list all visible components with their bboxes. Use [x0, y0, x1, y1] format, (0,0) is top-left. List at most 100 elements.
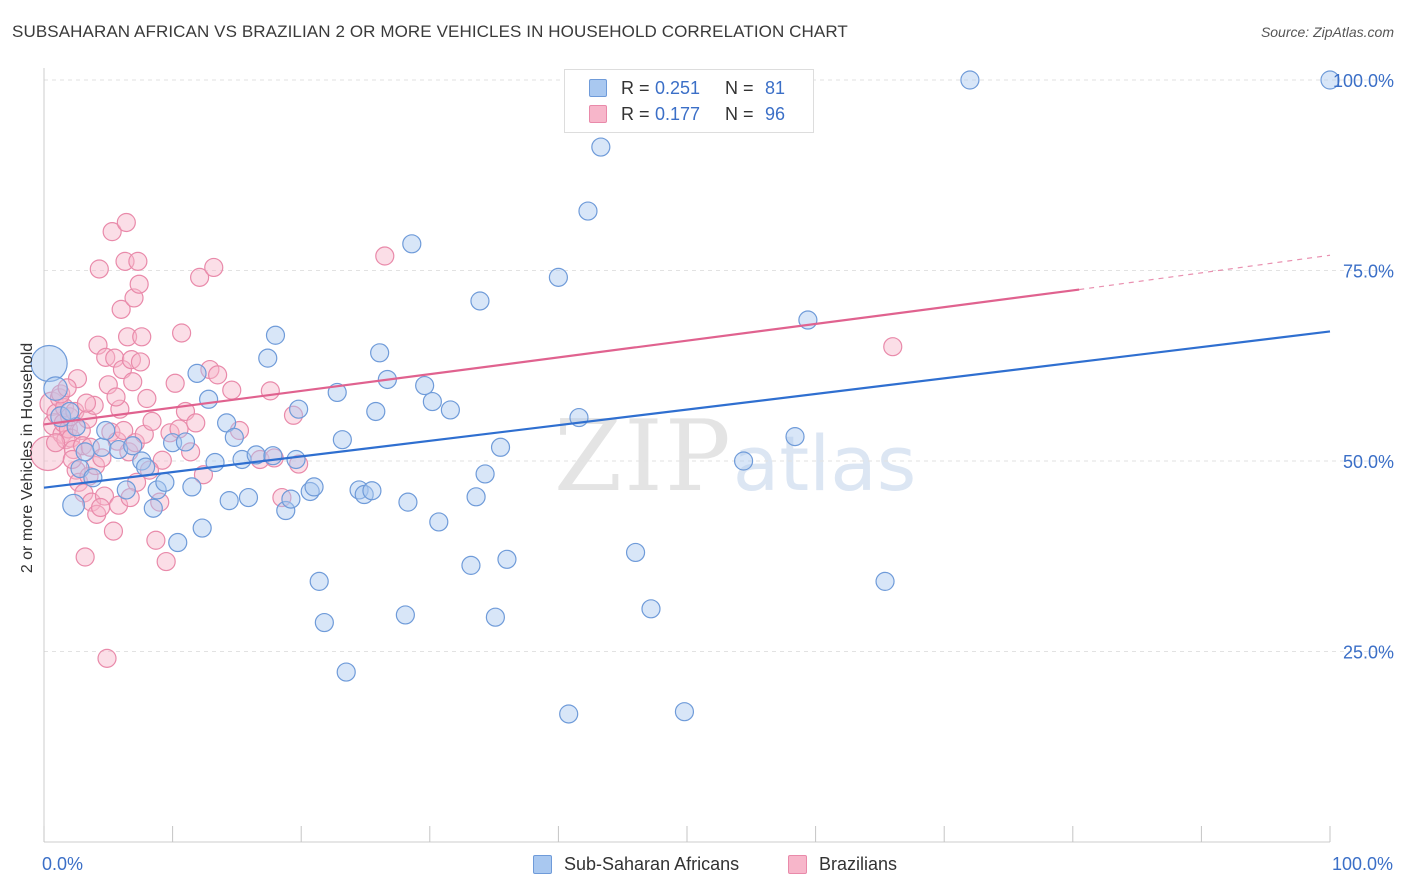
subsaharan-point — [309, 571, 329, 591]
brazilian-point — [61, 428, 81, 448]
brazilian-point — [137, 388, 157, 409]
subsaharan-point — [578, 201, 598, 221]
brazilian-point — [98, 375, 118, 395]
brazilian-point — [103, 521, 124, 541]
subsaharan-point — [143, 498, 163, 518]
brazilian-point — [84, 395, 104, 415]
subsaharan-point — [289, 399, 309, 419]
y-tick-label: 50.0% — [1343, 452, 1394, 472]
y-tick-label: 100.0% — [1333, 71, 1394, 91]
subsaharan-point — [258, 348, 278, 368]
subsaharan-point — [62, 493, 85, 517]
legend-n-value: 81 — [765, 77, 786, 98]
brazilian-point — [85, 455, 106, 476]
brazilian-point — [190, 267, 210, 287]
subsaharan-point — [224, 427, 244, 447]
trend-lines — [43, 254, 1331, 489]
brazilian-point — [142, 411, 162, 431]
brazilian-point — [128, 251, 148, 271]
subsaharan-point — [398, 492, 418, 512]
y-tick-label: 25.0% — [1343, 643, 1394, 663]
brazilian-point — [116, 212, 136, 233]
brazilian-point — [94, 486, 115, 506]
subsaharan-point — [265, 325, 286, 345]
subsaharan-point — [485, 607, 505, 627]
grid-lines — [44, 79, 1392, 652]
y-axis-label: 2 or more Vehicles in Household — [19, 342, 36, 574]
brazilian-point — [117, 327, 138, 347]
brazilian-point — [156, 551, 176, 572]
subsaharan-point — [199, 389, 219, 409]
legend-row-brazilian: R = 0.177 N = 96 — [589, 102, 785, 126]
legend-r-value: 0.251 — [655, 77, 701, 98]
brazilian-trend-extension — [1079, 254, 1331, 291]
bottom-swatch-brazilian — [788, 854, 807, 874]
subsaharan-point — [674, 702, 695, 722]
subsaharan-point — [362, 481, 382, 501]
x-tick-label: 0.0% — [42, 854, 83, 874]
legend-n-value: 96 — [765, 103, 786, 124]
subsaharan-point — [281, 489, 301, 509]
bottom-legend-brazilian: Brazilians — [788, 852, 897, 876]
brazilian-point — [88, 335, 108, 355]
watermark-zip: ZIP — [554, 400, 733, 514]
subsaharan-point — [497, 549, 517, 569]
subsaharan-point — [205, 452, 225, 473]
brazilian-point — [222, 380, 242, 400]
legend-n-label: N = — [725, 103, 754, 124]
subsaharan-point — [1320, 70, 1340, 90]
subsaharan-point — [461, 555, 481, 575]
brazilian-point — [123, 372, 143, 392]
subsaharan-point — [490, 437, 511, 457]
legend-row-subsaharan: R = 0.251 N = 81 — [589, 76, 785, 100]
subsaharan-point — [108, 439, 129, 460]
brazilian-point — [208, 365, 228, 385]
subsaharan-point — [475, 464, 495, 484]
zipatlas-watermark: ZIPatlas — [554, 400, 916, 514]
brazilian-point — [76, 393, 97, 413]
bottom-swatch-subsaharan — [533, 854, 552, 874]
brazilian-point — [90, 497, 111, 518]
brazilian-point — [883, 337, 903, 357]
data-points — [30, 70, 1340, 724]
subsaharan-point — [83, 468, 103, 488]
subsaharan-point — [591, 137, 611, 157]
brazilian-point — [152, 450, 172, 470]
brazilian-point — [165, 373, 185, 393]
chart-title: SUBSAHARAN AFRICAN VS BRAZILIAN 2 OR MOR… — [12, 22, 848, 41]
subsaharan-point — [238, 487, 259, 508]
brazilian-point — [129, 274, 149, 294]
subsaharan-point — [116, 480, 136, 500]
bottom-legend-subsaharan: Sub-Saharan Africans — [533, 852, 739, 876]
subsaharan-point — [182, 477, 202, 497]
brazilian-point — [89, 259, 109, 279]
brazilian-point — [92, 448, 112, 468]
subsaharan-point — [402, 234, 422, 254]
subsaharan-point — [875, 571, 895, 591]
subsaharan-point — [785, 427, 805, 447]
brazilian-point — [130, 352, 151, 372]
subsaharan-point — [187, 363, 207, 383]
subsaharan-point — [246, 445, 266, 465]
legend-swatch-brazilian — [589, 105, 607, 123]
stats-legend: R = 0.251 N = 81 R = 0.177 N = 96 — [564, 69, 814, 133]
legend-r-label: R = — [621, 77, 650, 98]
brazilian-point — [106, 387, 126, 407]
legend-r-value: 0.177 — [655, 103, 701, 124]
bottom-legend-label: Sub-Saharan Africans — [564, 853, 740, 874]
subsaharan-point — [327, 382, 347, 403]
brazilian-point — [45, 433, 66, 453]
legend-r-label: R = — [621, 103, 650, 124]
subsaharan-point — [466, 487, 486, 507]
brazilian-point — [260, 381, 280, 401]
brazilian-point — [132, 327, 152, 347]
subsaharan-point — [314, 612, 334, 633]
subsaharan-point — [440, 400, 460, 420]
legend-n-label: N = — [725, 77, 754, 98]
subsaharan-point — [960, 70, 980, 90]
brazilian-point — [111, 299, 131, 319]
subsaharan-point — [625, 542, 646, 563]
subsaharan-point — [192, 518, 212, 538]
subsaharan-point — [75, 442, 95, 462]
